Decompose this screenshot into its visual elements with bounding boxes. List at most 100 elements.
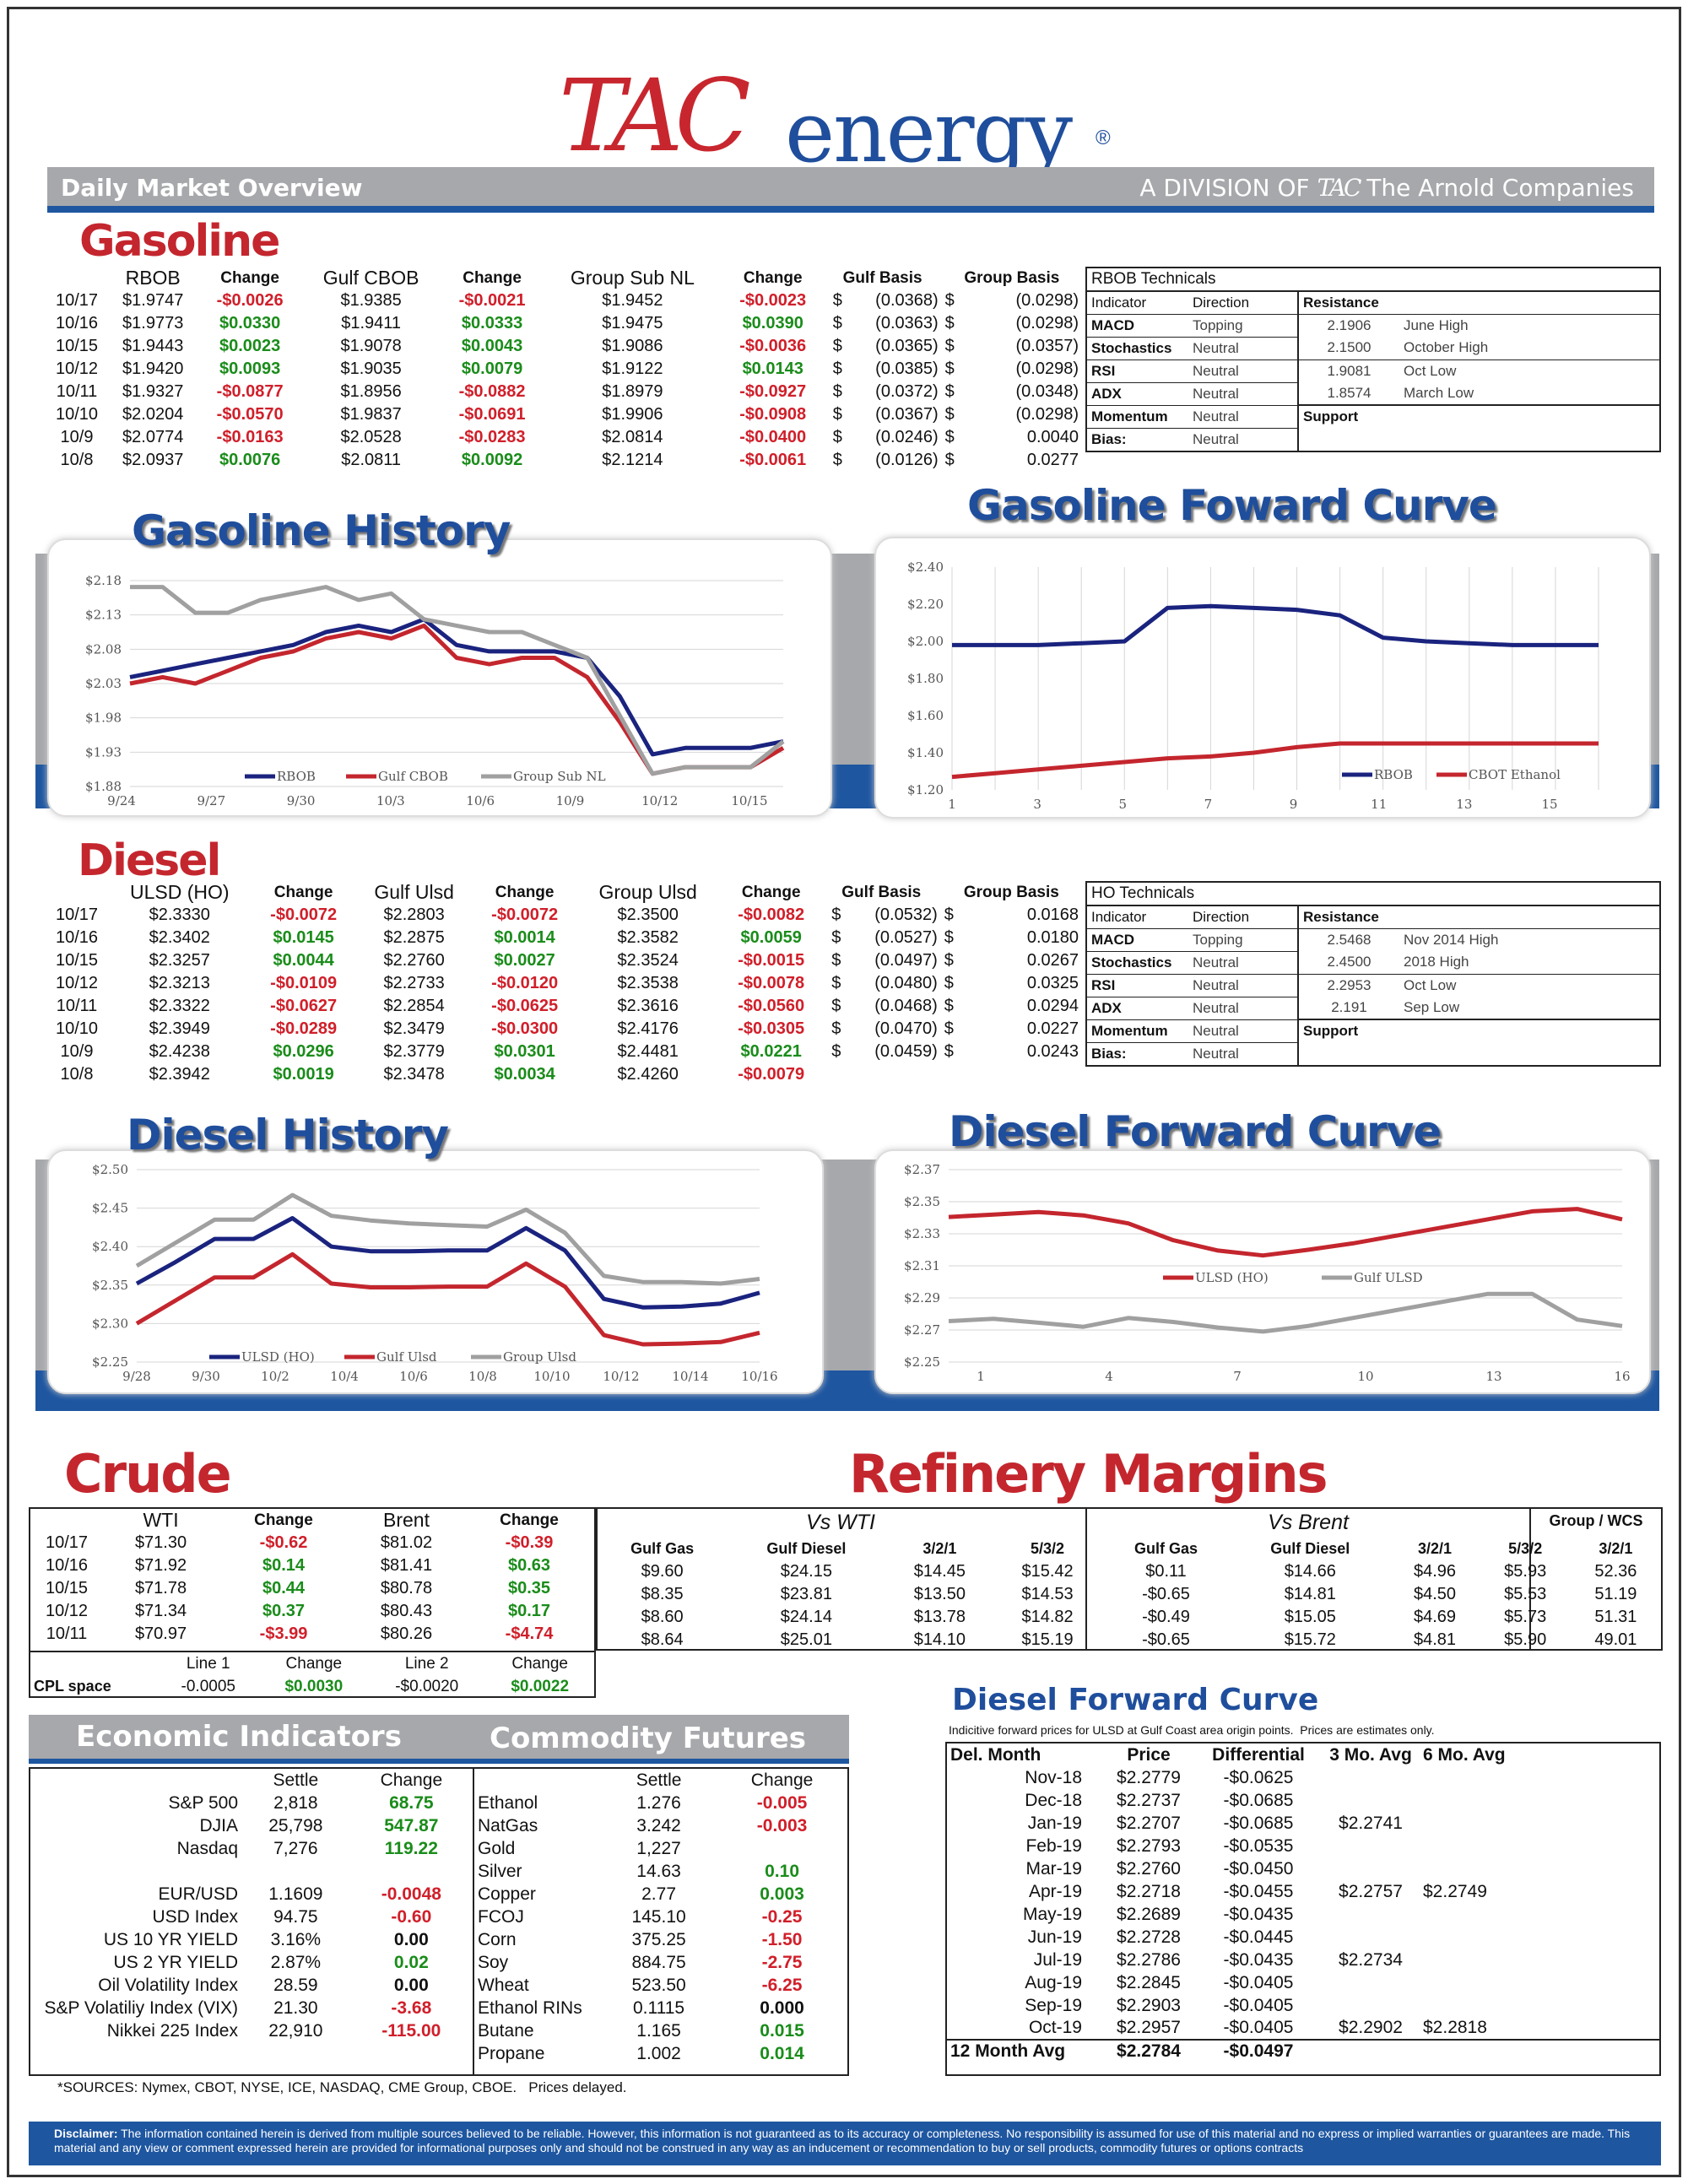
series-line-rbob (129, 617, 784, 757)
refinery-value: $8.64 (641, 1630, 684, 1649)
fwd-price: $2.2707 (1117, 1813, 1181, 1833)
price-3: $1.8979 (602, 382, 663, 401)
logo-registered: ® (1096, 127, 1111, 149)
group-basis-sign (941, 1063, 971, 1086)
gulf-basis-sign: $ (832, 291, 842, 310)
tech-row: ADX Neutral 2.191 Sep Low (1087, 996, 1659, 1019)
group-basis-sign: $ (944, 928, 954, 947)
refinery-value: $15.19 (1021, 1630, 1074, 1649)
indicator-change: -115.00 (381, 2020, 441, 2041)
gasoline-history-chart: $1.88 $1.93 $1.98 $2.03 $2.08 $2.13 $2.18 9/24 9… (47, 538, 832, 817)
group-basis: (0.0298) (1015, 314, 1079, 332)
logo: TAC energy ® (559, 57, 1133, 181)
change-3: -$0.0015 (738, 951, 805, 970)
price-1: $2.3257 (149, 951, 210, 970)
table-row: Apr-19 $2.2718 -$0.0455 $2.2757 $2.2749 (947, 1880, 1659, 1903)
brent-change: -$4.74 (505, 1624, 554, 1643)
refinery-value: $15.05 (1284, 1608, 1336, 1626)
fwd-differential: -$0.0405 (1223, 1995, 1294, 2015)
tech-row: Bias: Neutral (1087, 427, 1659, 451)
col-6mo-avg: 6 Mo. Avg (1423, 1744, 1506, 1765)
indicator-name: NatGas (478, 1815, 538, 1835)
x-tick-label: 9/27 (197, 793, 225, 808)
change-2: $0.0301 (494, 1042, 555, 1061)
table-row: 10/17 $71.30 -$0.62 $81.02 -$0.39 (30, 1532, 594, 1554)
indicator-settle: 28.59 (273, 1975, 318, 1995)
logo-energy: energy (785, 83, 1073, 181)
gulf-basis-sign: $ (832, 428, 842, 446)
indicator-change: 0.015 (760, 2020, 804, 2041)
indicator-name: DJIA (199, 1815, 238, 1835)
fwd-differential: -$0.0685 (1223, 1813, 1294, 1833)
fwd-table-body: Nov-18 $2.2779 -$0.0625 Dec-18 $2.2737 -$0.06… (947, 1766, 1659, 2040)
wti-price: $70.97 (134, 1624, 187, 1643)
refinery-col: 5/3/2 (1031, 1540, 1065, 1557)
indicator-settle: 2.87% (270, 1952, 322, 1972)
group-basis-sign: $ (944, 405, 955, 424)
indicator-change (350, 1860, 473, 1883)
table-row: Aug-19 $2.2845 -$0.0405 (947, 1971, 1659, 1994)
wti-price: $71.78 (134, 1579, 187, 1597)
fwd-6mo-avg (1420, 1971, 1659, 1994)
indicator-name: Gold (478, 1838, 516, 1858)
cpl-change-label: Change (285, 1654, 343, 1673)
refinery-value: 49.01 (1594, 1630, 1637, 1649)
price-3: $2.3524 (617, 951, 679, 970)
group-basis-sign: $ (944, 997, 954, 1015)
price-3: $2.3616 (617, 997, 679, 1015)
series-line-group-sub-nl (130, 585, 785, 776)
change-2: -$0.0882 (458, 382, 526, 401)
price-2: $1.9385 (340, 291, 402, 310)
cpl-space-table: Line 1 Change Line 2 Change CPL space -0… (30, 1652, 594, 1698)
cpl-change-label: Change (511, 1654, 568, 1673)
refinery-divider-1 (1085, 1507, 1087, 1651)
change-3: -$0.0560 (738, 997, 805, 1015)
x-tick-label: 10/3 (376, 793, 405, 808)
refinery-col: 3/2/1 (1418, 1540, 1453, 1557)
crude-table-body: 10/17 $71.30 -$0.62 $81.02 -$0.39 10/16 $71.92… (30, 1532, 594, 1646)
tech-col-indicator: Indicator (1087, 291, 1188, 315)
division-line: A DIVISION OF TAC The Arnold Companies (1139, 174, 1634, 202)
tech-indicator: MACD (1087, 927, 1188, 951)
tech-indicator: ADX (1087, 996, 1188, 1019)
tech-header-row: Indicator Direction Resistance (1087, 905, 1659, 929)
y-tick-label: $2.35 (904, 1194, 940, 1209)
econ-table: Settle Change S&P 500 2,818 68.75 DJIA 25,79… (30, 1769, 473, 2065)
price-2: $2.0528 (340, 428, 402, 446)
gasoline-forward-svg: $1.20$1.40$1.60$1.80$2.00$2.20$2.401 3 5 7 9… (907, 560, 1599, 812)
price-1: $1.9443 (122, 337, 184, 355)
col-settle: Settle (636, 1770, 682, 1790)
y-tick-label: $2.20 (907, 597, 944, 612)
fwd-6mo-avg (1420, 1857, 1659, 1880)
change-3: -$0.0908 (739, 405, 807, 424)
header-bar: Daily Market Overview A DIVISION OF TAC … (47, 167, 1654, 206)
gasoline-table: RBOB Change Gulf CBOB Change Group Sub N… (47, 267, 1082, 472)
fwd-differential: -$0.0535 (1223, 1835, 1294, 1856)
disclaimer-bar: Disclaimer: The information contained he… (29, 2122, 1661, 2165)
row-date: 10/16 (45, 1556, 89, 1575)
indicator-change (350, 2042, 473, 2065)
fwd-table-subtitle: Indicitive forward prices for ULSD at Gu… (949, 1723, 1435, 1737)
tech-level-note: March Low (1404, 385, 1474, 401)
tech-direction: Neutral (1188, 1041, 1298, 1065)
fwd-price: $2.2786 (1117, 1949, 1181, 1970)
indicator-name: Soy (478, 1952, 509, 1972)
table-row: $8.64 $25.01 $14.10 $15.19 -$0.65 $15.72 $4.81… (598, 1629, 1661, 1652)
table-row: S&P Volatiliy Index (VIX) 21.30 -3.68 (30, 1997, 473, 2019)
change-3: $0.0143 (742, 359, 803, 378)
y-tick-label: $2.00 (907, 634, 944, 649)
gulf-basis: (0.0385) (875, 359, 939, 378)
change-1: -$0.0627 (270, 997, 338, 1015)
gasoline-forward-chart: $1.20 $1.40 $1.60 $1.80 $2.00 $2.20 $2.40 1 3 5 7 9… (874, 537, 1651, 819)
gulf-basis (844, 1063, 940, 1086)
brent-price: $80.26 (380, 1624, 433, 1643)
wti-change: $0.14 (262, 1556, 306, 1575)
wti-price: $71.92 (134, 1556, 187, 1575)
refinery-value: $4.69 (1413, 1608, 1457, 1626)
x-tick-label: 9 (1290, 797, 1298, 812)
x-tick-label: 10/4 (330, 1369, 359, 1384)
wti-price: $71.34 (134, 1602, 187, 1620)
price-2: $2.2875 (383, 928, 445, 947)
indicators-blue-rule (29, 1759, 849, 1764)
rbob-technicals: RBOB Technicals Indicator Direction Resist… (1085, 267, 1661, 452)
